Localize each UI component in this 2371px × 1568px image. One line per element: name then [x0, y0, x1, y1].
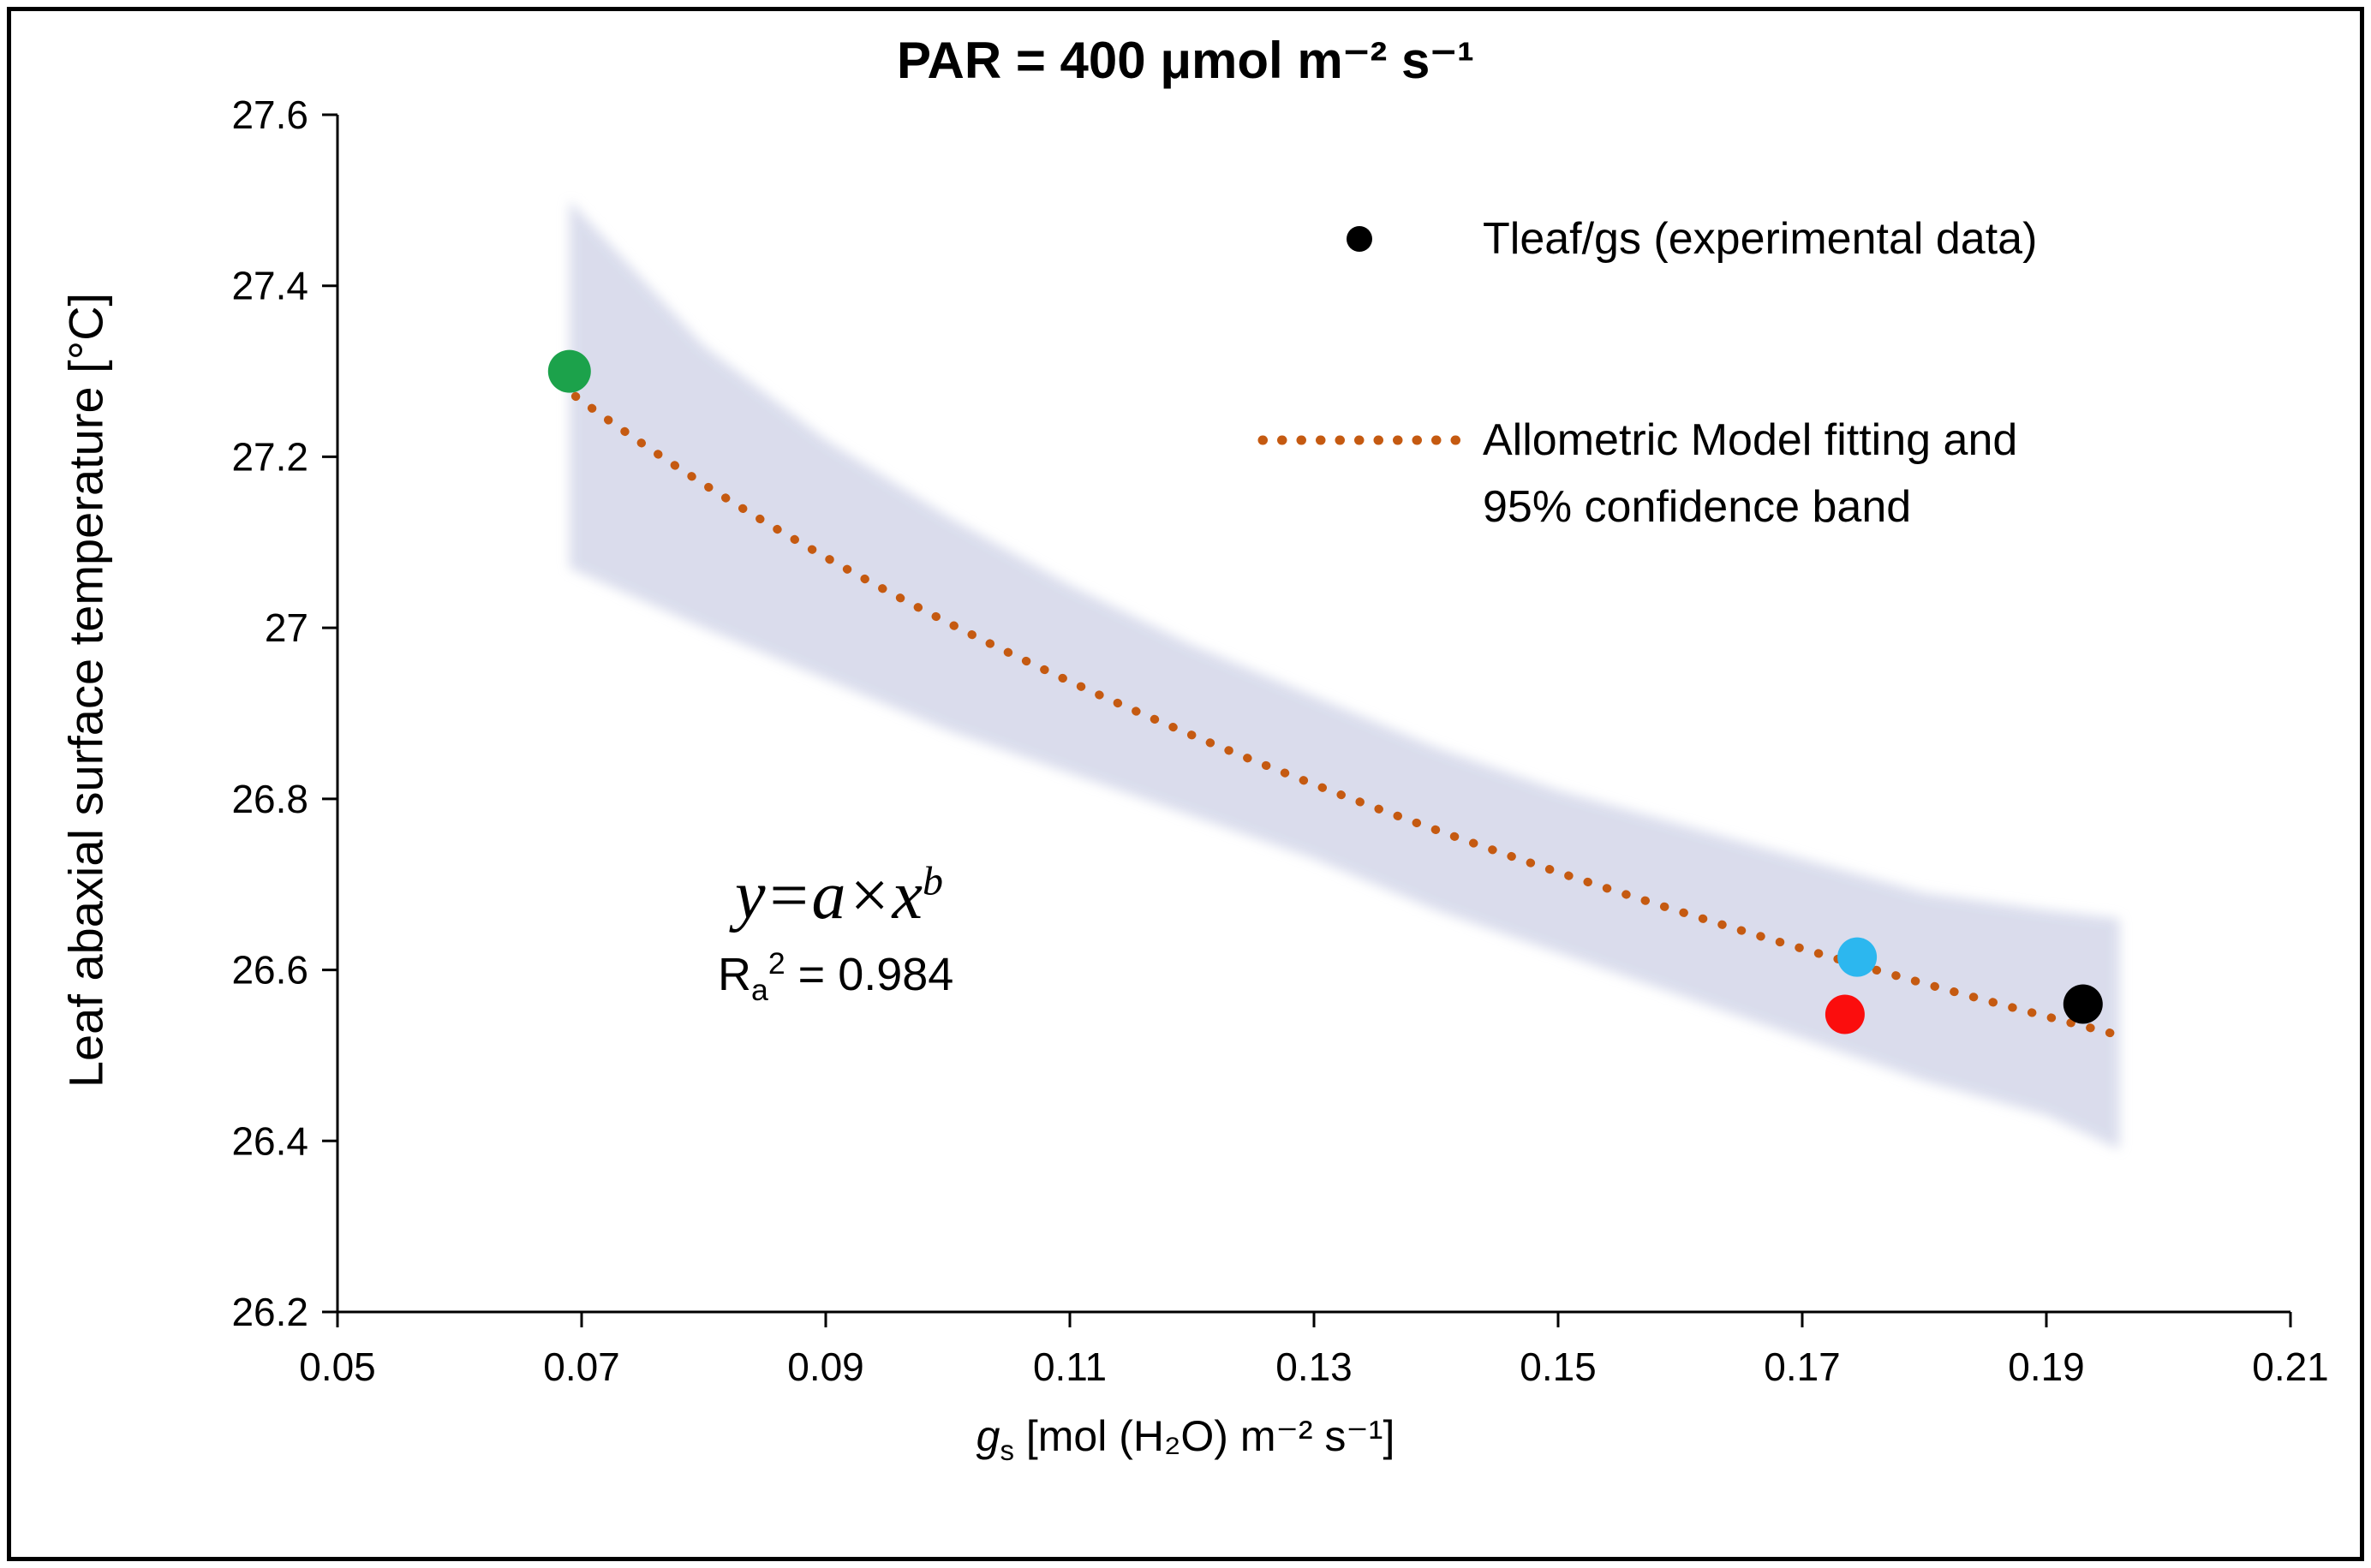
x-tick-label: 0.07	[543, 1344, 620, 1389]
r-squared-value: Ra2 = 0.984	[718, 945, 953, 1009]
x-tick-label: 0.09	[787, 1344, 864, 1389]
model-annotation: y=a×xb Ra2 = 0.984	[718, 858, 953, 1009]
data-point-red	[1825, 994, 1865, 1034]
model-formula: y=a×xb	[718, 858, 953, 933]
legend-item-model-fit: Allometric Model fitting and 95% confide…	[1236, 407, 2082, 540]
formula-exponent: b	[922, 858, 943, 904]
confidence-band	[569, 200, 2120, 1150]
legend-dot-marker-box	[1236, 224, 1483, 253]
x-tick-label: 0.15	[1520, 1344, 1597, 1389]
y-tick-label: 27.4	[231, 264, 308, 308]
fit-curve	[570, 391, 2124, 1040]
x-tick-label: 0.19	[2008, 1344, 2085, 1389]
dotted-line-icon	[1257, 435, 1461, 445]
legend-item-experimental: Tleaf/gs (experimental data)	[1236, 206, 2082, 272]
x-axis-variable: g	[976, 1412, 1000, 1460]
legend-dot-marker	[1347, 226, 1372, 252]
r2-rest: = 0.984	[785, 949, 954, 1000]
x-axis-variable-subscript: s	[1000, 1434, 1014, 1466]
x-axis-units: [mol (H₂O) m⁻² s⁻¹]	[1025, 1412, 1395, 1460]
y-tick-label: 27.6	[231, 92, 308, 137]
r2-base: R	[718, 949, 751, 1000]
x-tick-label: 0.05	[299, 1344, 376, 1389]
x-tick-label: 0.17	[1764, 1344, 1841, 1389]
x-tick-label: 0.13	[1275, 1344, 1353, 1389]
y-tick-label: 27.2	[231, 434, 308, 479]
x-tick-label: 0.11	[1033, 1344, 1107, 1389]
y-tick-label: 26.2	[231, 1290, 308, 1334]
data-point-cyan	[1837, 937, 1878, 977]
legend-label-experimental: Tleaf/gs (experimental data)	[1483, 214, 2038, 264]
legend: Tleaf/gs (experimental data) Allometric …	[1236, 206, 2082, 540]
x-tick-label: 0.21	[2252, 1344, 2329, 1389]
y-tick-label: 26.8	[231, 777, 308, 821]
legend-label-model-fit: Allometric Model fitting and 95% confide…	[1483, 415, 2018, 532]
r2-subscript: a	[751, 972, 768, 1007]
formula-main: y=a×x	[735, 858, 923, 933]
y-tick-label: 26.4	[231, 1118, 308, 1163]
chart-title: PAR = 400 μmol m⁻² s⁻¹	[896, 32, 1475, 89]
data-point-green	[547, 349, 591, 393]
scatter-dot-icon	[1347, 226, 1372, 252]
legend-line-marker-box	[1236, 407, 1483, 446]
y-tick-label: 27	[265, 605, 308, 650]
r2-superscript: 2	[767, 946, 785, 981]
y-tick-label: 26.6	[231, 948, 308, 993]
data-point-black	[2063, 984, 2103, 1024]
x-axis-title: gs [mol (H₂O) m⁻² s⁻¹]	[0, 1411, 2371, 1467]
y-axis-title: Leaf abaxial surface temperature [°C]	[58, 292, 113, 1088]
